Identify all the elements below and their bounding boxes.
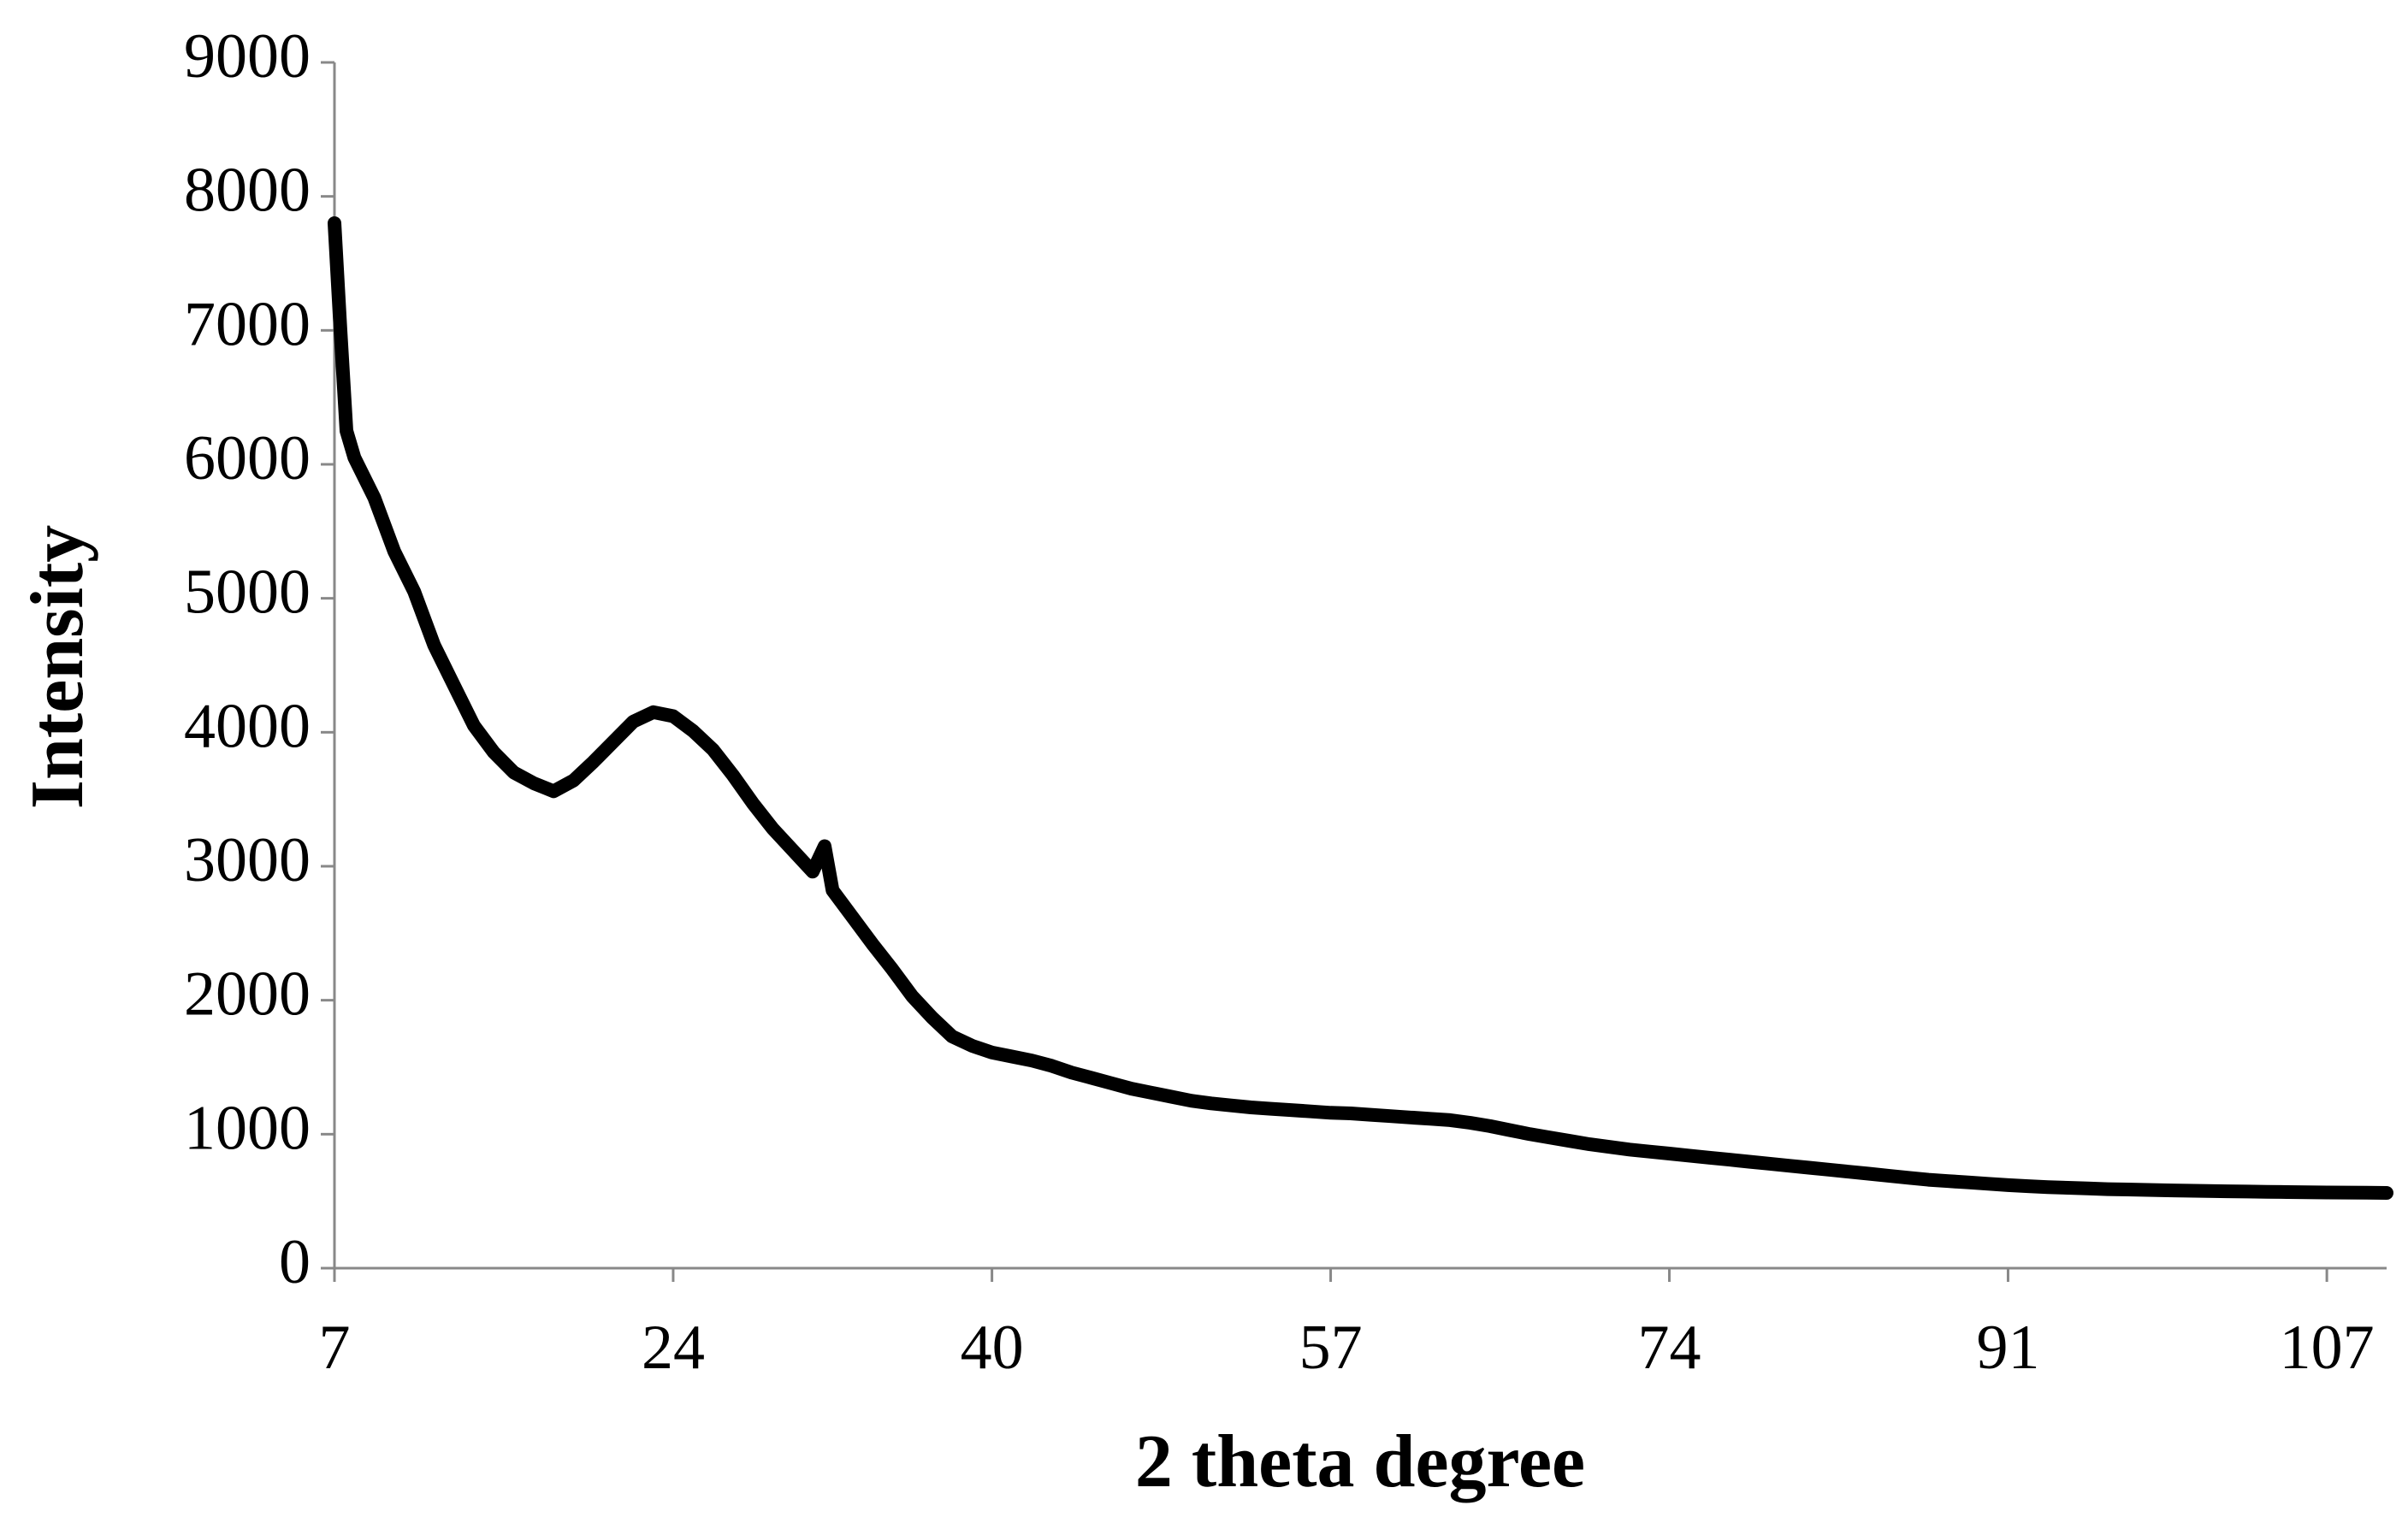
x-tick-label: 7 xyxy=(319,1313,351,1383)
y-tick-label: 4000 xyxy=(184,691,311,761)
x-tick-label: 40 xyxy=(961,1313,1024,1383)
y-tick-label: 3000 xyxy=(184,825,311,895)
y-tick-label: 8000 xyxy=(184,156,311,226)
y-tick-label: 6000 xyxy=(184,423,311,493)
x-axis-title: 2 theta degree xyxy=(1135,1420,1585,1503)
y-tick-label: 5000 xyxy=(184,558,311,628)
y-tick-label: 2000 xyxy=(184,959,311,1030)
x-tick-label: 91 xyxy=(1976,1313,2039,1383)
x-tick-label: 107 xyxy=(2280,1313,2375,1383)
y-tick-label: 7000 xyxy=(184,289,311,359)
data-line xyxy=(328,216,2393,1200)
y-tick-label: 1000 xyxy=(184,1093,311,1163)
x-tick-label: 57 xyxy=(1299,1313,1363,1383)
x-tick-label: 24 xyxy=(642,1313,705,1383)
y-tick-label: 9000 xyxy=(184,21,311,91)
y-axis-title: Intensity xyxy=(16,525,99,810)
x-tick-label: 74 xyxy=(1638,1313,1701,1383)
y-tick-label: 0 xyxy=(279,1227,311,1297)
